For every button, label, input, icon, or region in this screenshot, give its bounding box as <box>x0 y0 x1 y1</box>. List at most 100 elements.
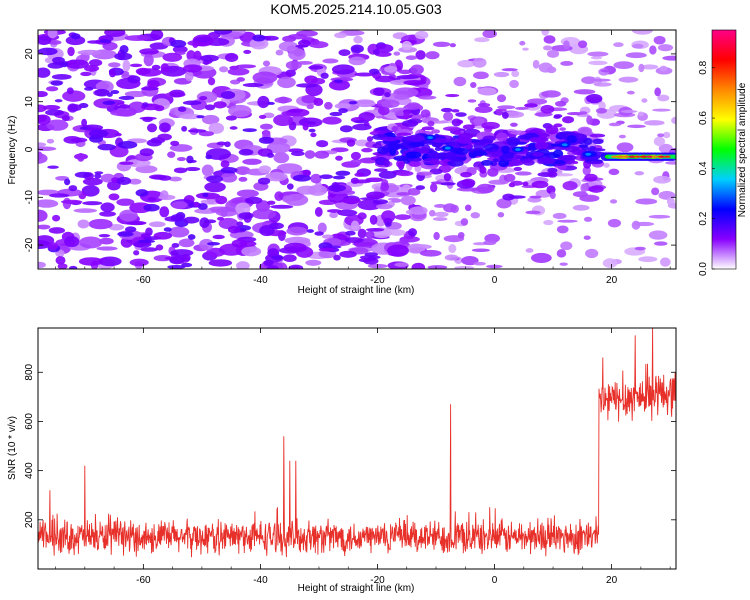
colorbar-ticks: 0.0 0.2 0.4 0.6 0.8 <box>698 60 715 276</box>
spectrogram-cell <box>205 154 212 160</box>
snr-x-tick-label: -20 <box>370 575 385 586</box>
spectrogram-cell <box>408 160 421 167</box>
spectrogram-cell <box>151 64 161 70</box>
spectrogram-cell <box>451 109 460 113</box>
spectrogram-cell <box>502 193 515 201</box>
spectrogram-cell <box>365 228 385 232</box>
spectrogram-cell <box>522 47 529 51</box>
spectrogram-cell <box>443 173 452 182</box>
spectrogram-cell <box>108 224 125 231</box>
spectrogram-cell <box>396 132 412 136</box>
spectrogram-cell <box>235 202 251 215</box>
spectrogram-cell <box>460 171 472 178</box>
spectrogram-cell <box>640 155 648 158</box>
spectrogram-cell <box>243 49 252 55</box>
spectrogram-cell <box>94 173 102 179</box>
spectrogram-cell <box>430 181 443 185</box>
spectrogram-cell <box>659 65 668 72</box>
spectrogram-cell <box>104 30 126 37</box>
spectrogram-cell <box>55 256 66 265</box>
spectrogram-cell <box>169 144 193 152</box>
spectrogram-cell <box>74 171 92 178</box>
spectrogram-cell <box>471 248 491 252</box>
spectrogram-cell <box>457 231 465 239</box>
spectrogram-cell <box>622 155 630 158</box>
spectrogram-cell <box>70 137 88 143</box>
spectrogram-cell <box>584 173 598 182</box>
spectrogram-cell <box>108 68 117 78</box>
spectrogram-cell <box>292 174 311 182</box>
spectrogram-cell <box>219 66 229 73</box>
spectrogram-cell <box>634 171 645 176</box>
spectrogram-cell <box>378 106 390 116</box>
spectrogram-cell <box>581 76 598 85</box>
spectrogram-cell <box>522 181 529 187</box>
spectrogram-cell <box>305 121 317 125</box>
spectrogram-cell <box>249 37 269 50</box>
spectrogram-cell <box>531 152 544 157</box>
spectrogram-cell <box>487 167 499 177</box>
spectrogram-cell <box>368 68 380 75</box>
spectrogram-cell <box>552 173 574 177</box>
spectrogram-cell <box>193 201 200 208</box>
spectrogram-cell <box>453 130 462 135</box>
spectrogram-cell <box>242 82 264 88</box>
spectrogram-cell <box>666 197 675 206</box>
spectrogram-cell <box>65 35 86 46</box>
spectrogram-cell <box>350 159 362 166</box>
spectrogram-cell <box>118 95 135 101</box>
spectrogram-cell <box>329 212 338 219</box>
spectrogram-cell <box>124 90 148 98</box>
spectrogram-cell <box>376 203 393 210</box>
spectrogram-cell <box>143 203 160 212</box>
spectrogram-cell <box>274 97 293 104</box>
spectrogram-cell <box>662 55 676 61</box>
spectrogram-cell <box>430 183 438 193</box>
spectrogram-cell <box>38 224 51 230</box>
spectrogram-cell <box>665 161 676 165</box>
spectrogram-cell <box>547 171 558 178</box>
spectrogram-cell <box>638 256 658 263</box>
spectrogram-cell <box>95 82 110 90</box>
spectrogram-cell <box>84 64 100 72</box>
spectrogram-cell <box>393 155 409 162</box>
spectrogram-cell <box>515 141 527 145</box>
spectrogram-cell <box>618 76 639 83</box>
spectrogram-cell <box>454 265 475 269</box>
spectrogram-cell <box>82 177 103 186</box>
spectrogram-cell <box>631 30 654 35</box>
spectrogram-cell <box>173 167 188 174</box>
spectrogram-cell <box>552 212 567 220</box>
spectrogram-cell <box>470 81 477 89</box>
spectrogram-cell <box>652 155 660 158</box>
spectrogram-cell <box>182 64 203 73</box>
spectrogram-cell <box>380 136 398 142</box>
spectrogram-cell <box>306 229 314 233</box>
spectrogram-cell <box>302 169 311 176</box>
spectrogram-cell <box>421 126 435 131</box>
spectrogram-cell <box>205 148 231 160</box>
spectrogram-cell <box>591 78 611 82</box>
spectrogram-cell <box>314 231 324 236</box>
spectrogram-cell <box>577 126 593 135</box>
spectrogram-cell <box>178 238 195 248</box>
spectrogram-cell <box>170 39 187 48</box>
spectrogram-cell <box>47 62 64 69</box>
spectrogram-cell <box>628 155 636 158</box>
spectrogram-cell <box>646 155 654 158</box>
spectrogram-cell <box>384 92 391 98</box>
spectrogram-cell <box>541 90 561 98</box>
spectrogram-cell <box>653 136 666 147</box>
spectrogram-cell <box>119 161 134 165</box>
spectrogram-cell <box>266 200 276 205</box>
spectrogram-cell <box>308 41 329 49</box>
spectrogram-cell <box>471 151 488 157</box>
spectrogram-cell <box>515 106 529 111</box>
spectrogram-cell <box>186 155 194 164</box>
spectrogram-cell <box>108 62 121 68</box>
spectrogram-cell <box>217 216 225 221</box>
spectrogram-cell <box>587 51 609 57</box>
spectrogram-cell <box>236 189 259 198</box>
spectrogram-cell <box>335 155 343 161</box>
colorbar: 0.0 0.2 0.4 0.6 0.8 Normalized spectral ampl… <box>698 29 748 276</box>
